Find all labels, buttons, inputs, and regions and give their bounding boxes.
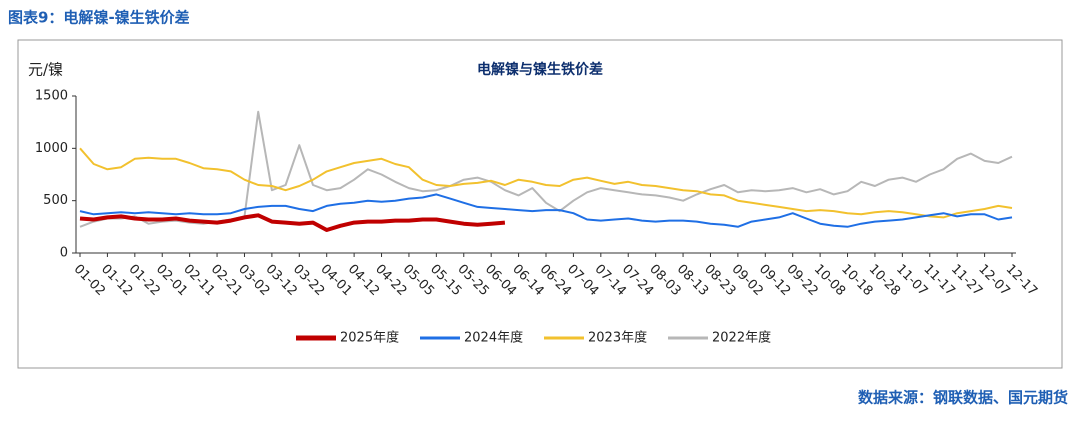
y-tick-label: 1000 [35,141,68,156]
y-axis-label: 元/镍 [28,61,63,79]
legend-label: 2023年度 [588,330,647,346]
frame [17,39,1063,369]
legend-label: 2022年度 [712,330,771,346]
y-tick-label: 0 [60,246,68,261]
series-line [79,147,1013,219]
y-tick-label: 500 [43,193,68,208]
series-line [79,193,1013,228]
legend-label: 2024年度 [464,330,523,346]
source: 数据来源：钢联数据、国元期货 [858,389,1068,407]
header: 图表9：电解镍-镍生铁价差 [8,9,190,27]
legend-label: 2025年度 [340,330,399,346]
series-line [79,213,506,232]
x-tick-label: 12-17 [1003,262,1040,299]
y-tick-label: 1500 [35,89,68,104]
chart-title: 电解镍与镍生铁价差 [477,61,603,78]
